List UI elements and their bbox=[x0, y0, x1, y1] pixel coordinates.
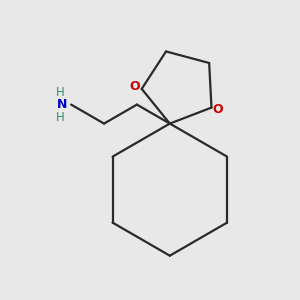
Text: N: N bbox=[57, 98, 67, 111]
Text: O: O bbox=[129, 80, 140, 93]
Text: H: H bbox=[56, 111, 64, 124]
Text: O: O bbox=[212, 103, 223, 116]
Text: H: H bbox=[56, 85, 64, 98]
